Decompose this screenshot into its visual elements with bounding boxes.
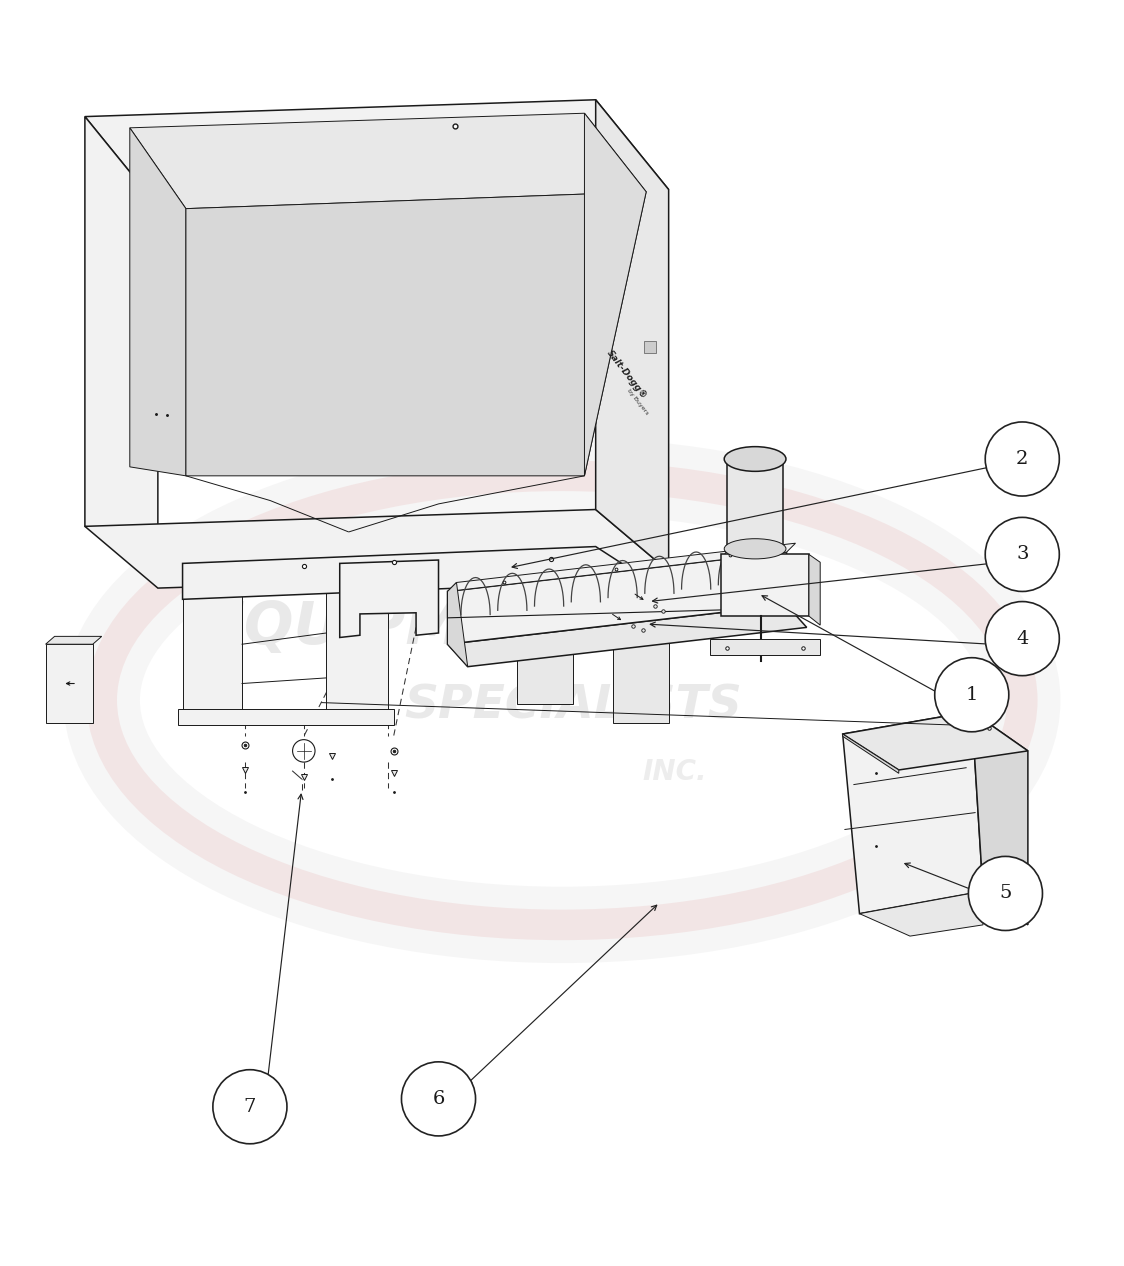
- Polygon shape: [584, 113, 646, 476]
- Polygon shape: [85, 100, 669, 206]
- Polygon shape: [185, 192, 646, 476]
- Polygon shape: [85, 509, 669, 589]
- Polygon shape: [46, 637, 102, 644]
- Polygon shape: [517, 555, 573, 704]
- Polygon shape: [46, 644, 93, 723]
- Text: 6: 6: [433, 1090, 445, 1108]
- Polygon shape: [613, 579, 669, 723]
- Polygon shape: [129, 113, 646, 209]
- Polygon shape: [809, 555, 821, 625]
- Polygon shape: [727, 460, 783, 548]
- Polygon shape: [178, 709, 393, 725]
- Circle shape: [935, 658, 1009, 732]
- Circle shape: [986, 601, 1059, 676]
- Polygon shape: [972, 711, 1027, 925]
- Circle shape: [986, 518, 1059, 591]
- Polygon shape: [447, 582, 468, 667]
- Polygon shape: [860, 891, 984, 936]
- Polygon shape: [447, 552, 787, 644]
- Polygon shape: [710, 638, 821, 656]
- Polygon shape: [85, 116, 157, 543]
- Text: EQUIPMENT: EQUIPMENT: [206, 599, 593, 656]
- Circle shape: [212, 1070, 287, 1143]
- Text: 5: 5: [999, 885, 1012, 903]
- Text: INC.: INC.: [642, 758, 707, 786]
- Text: 4: 4: [1016, 629, 1028, 648]
- Polygon shape: [843, 711, 1027, 770]
- Circle shape: [401, 1062, 475, 1136]
- Polygon shape: [129, 128, 185, 476]
- Polygon shape: [722, 555, 809, 617]
- Polygon shape: [447, 605, 807, 667]
- Text: SPECIALISTS: SPECIALISTS: [405, 684, 742, 728]
- Ellipse shape: [724, 539, 786, 558]
- Polygon shape: [182, 547, 669, 628]
- Polygon shape: [843, 734, 899, 774]
- Ellipse shape: [724, 447, 786, 471]
- Text: by Buyers: by Buyers: [626, 387, 649, 415]
- Polygon shape: [339, 560, 438, 638]
- Polygon shape: [182, 563, 242, 711]
- Polygon shape: [596, 100, 669, 571]
- Circle shape: [986, 422, 1059, 496]
- Polygon shape: [326, 560, 388, 711]
- Text: 1: 1: [966, 686, 978, 704]
- Text: 7: 7: [244, 1098, 256, 1115]
- Polygon shape: [843, 711, 984, 914]
- Text: 2: 2: [1016, 449, 1028, 468]
- Text: 3: 3: [1016, 546, 1028, 563]
- Circle shape: [969, 856, 1042, 931]
- Text: Salt-Dogg®: Salt-Dogg®: [606, 348, 649, 401]
- Circle shape: [292, 739, 315, 762]
- Polygon shape: [447, 543, 796, 591]
